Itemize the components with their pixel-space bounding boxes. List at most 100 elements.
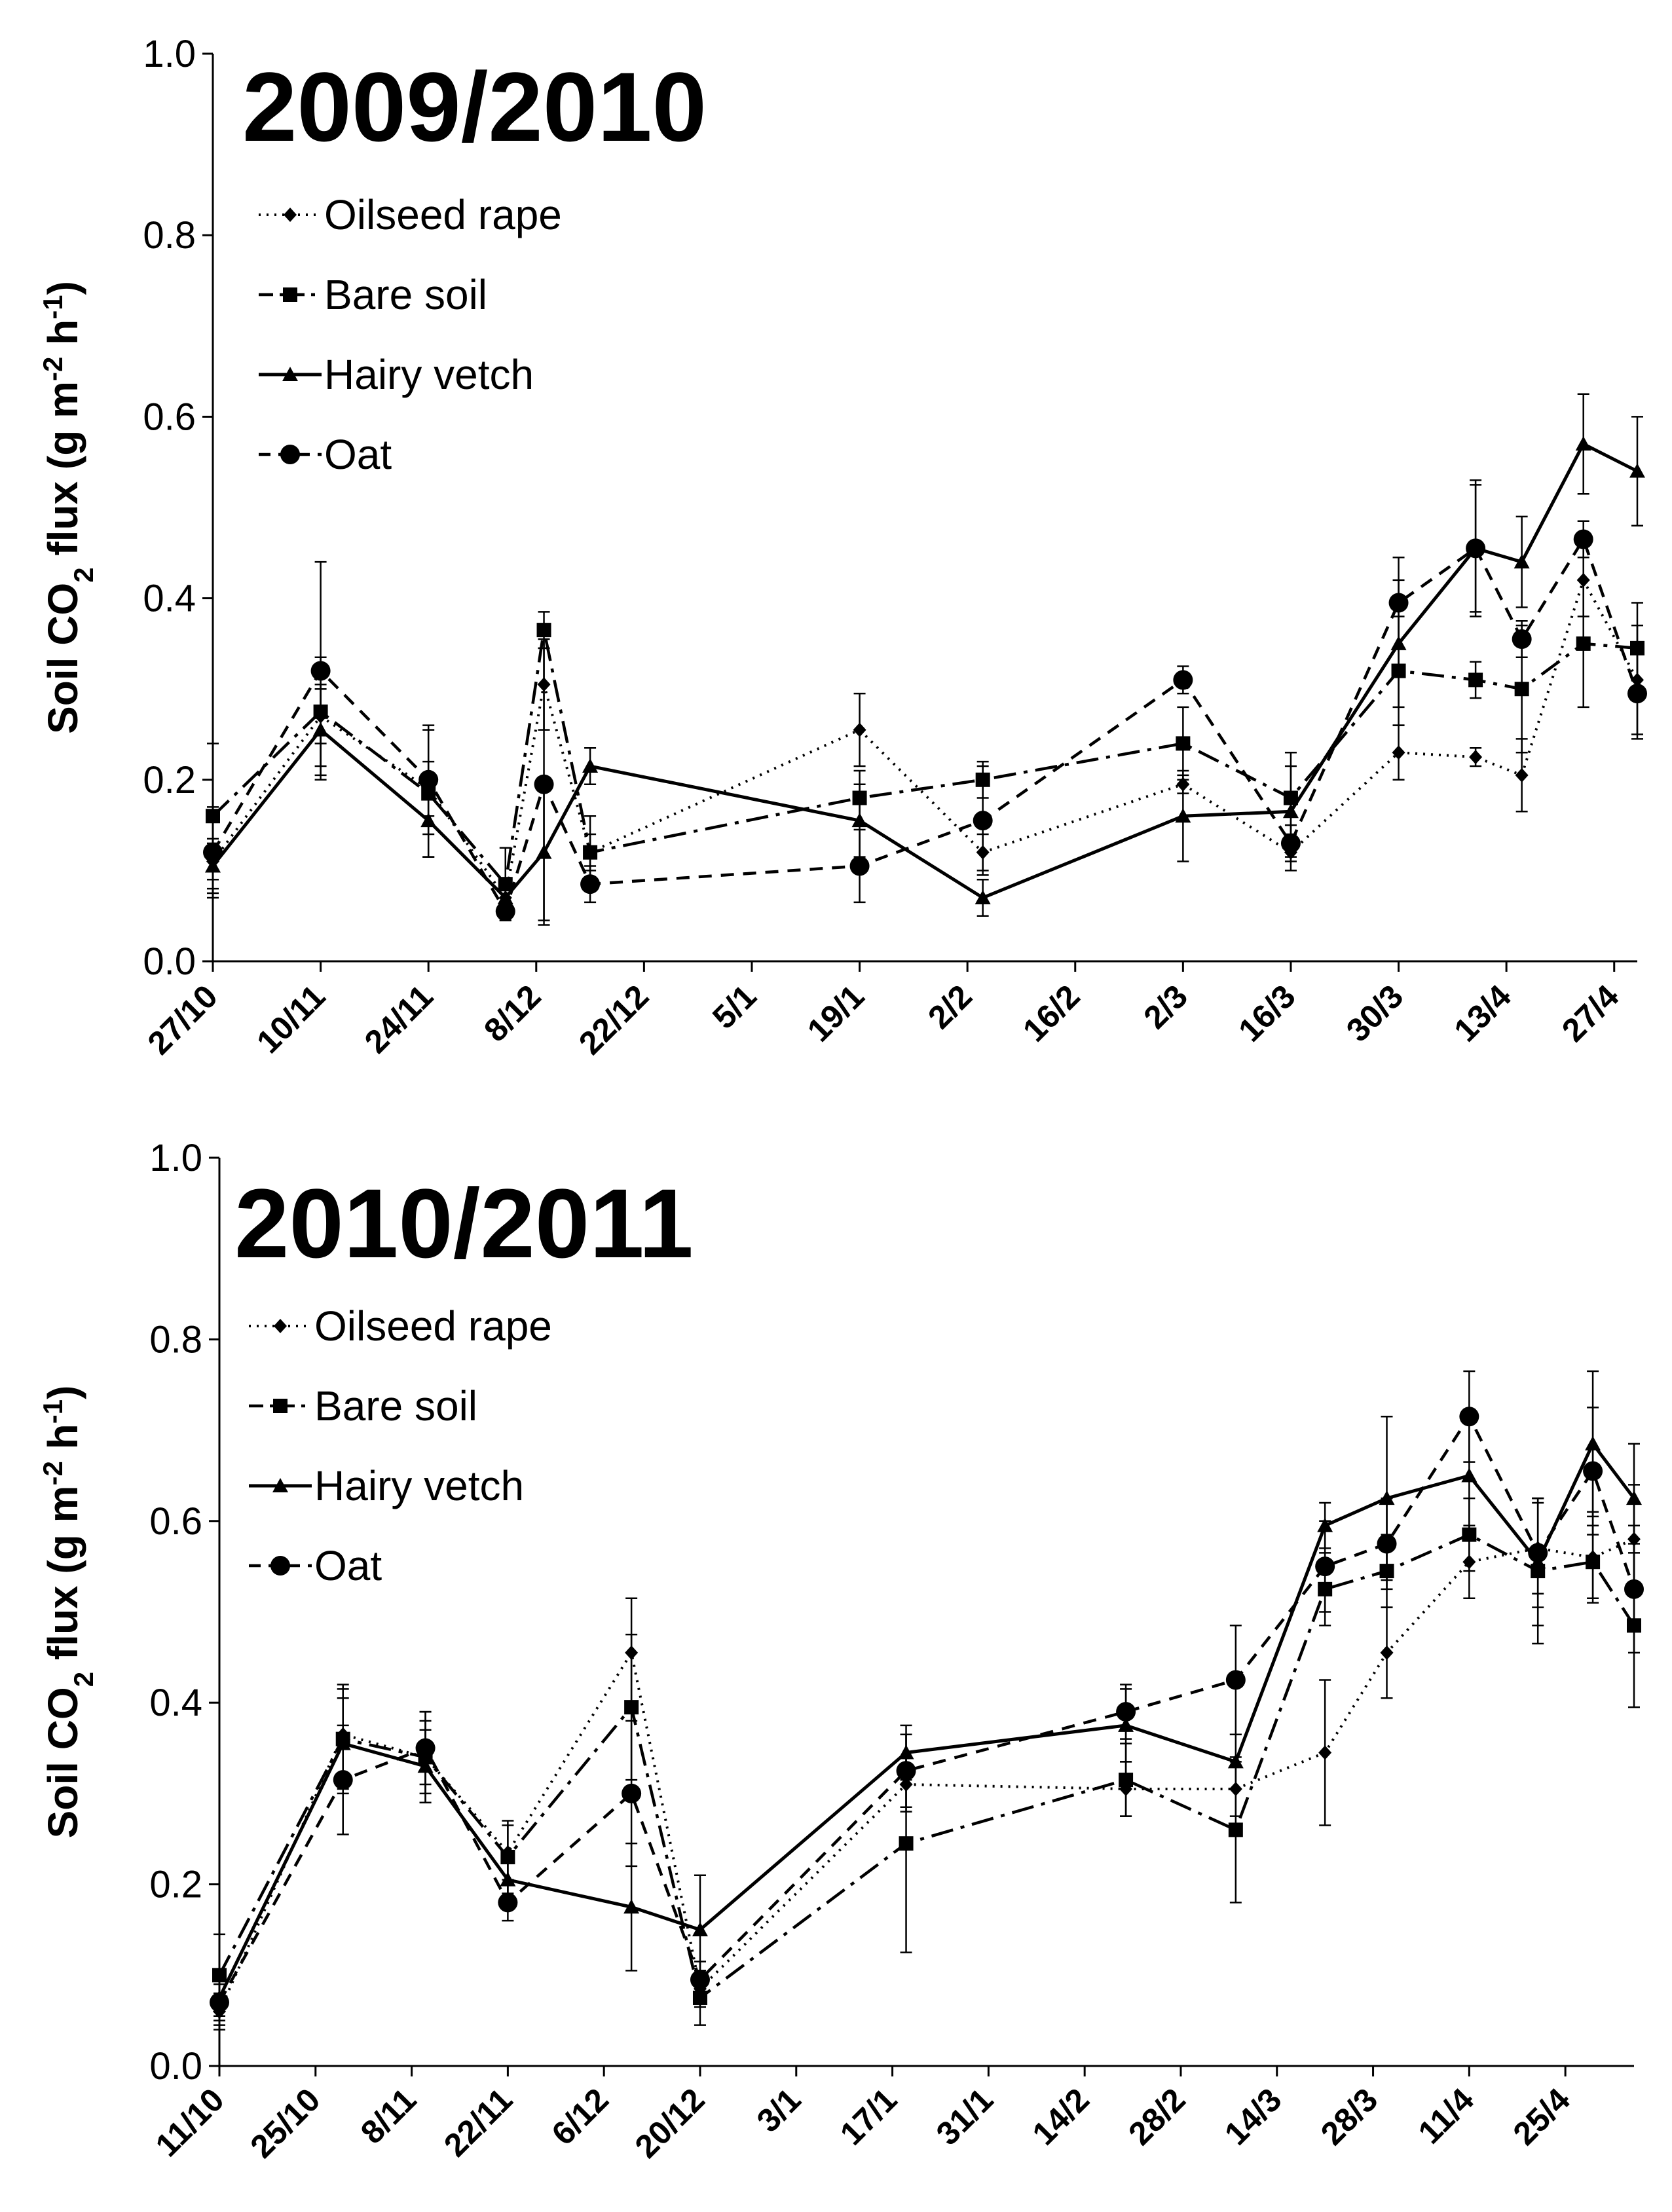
data-point — [1119, 1773, 1134, 1788]
legend-item-oilseed-rape: Oilseed rape — [259, 191, 562, 238]
data-point — [1624, 1579, 1644, 1599]
data-point — [1173, 670, 1193, 690]
data-point — [583, 845, 598, 860]
data-point — [1514, 682, 1529, 697]
legend-label: Oat — [324, 431, 392, 478]
data-point — [849, 856, 870, 876]
data-point — [624, 1700, 639, 1715]
x-tick-label: 6/12 — [545, 2081, 616, 2152]
legend-label: Hairy vetch — [324, 351, 534, 398]
panel-title: 2010/2011 — [234, 1168, 694, 1278]
y-tick-label: 0.4 — [143, 578, 196, 620]
data-point — [896, 1761, 916, 1781]
data-point — [1627, 684, 1647, 704]
data-point — [1175, 808, 1191, 823]
y-tick-label: 0.0 — [149, 2045, 202, 2088]
x-tick-label: 8/12 — [477, 978, 548, 1048]
data-point — [1466, 538, 1486, 559]
legend-marker — [283, 287, 297, 302]
y-tick-label: 0.6 — [143, 396, 196, 438]
data-point — [536, 623, 551, 638]
data-point — [973, 811, 993, 831]
data-point — [1629, 463, 1645, 478]
x-tick-label: 22/12 — [572, 978, 656, 1061]
data-point — [1576, 636, 1591, 651]
data-point — [534, 774, 554, 794]
x-tick-label: 27/10 — [141, 978, 225, 1061]
series-line — [212, 629, 1638, 888]
data-point — [853, 722, 866, 737]
data-point — [1512, 629, 1532, 649]
data-point — [975, 889, 991, 904]
legend-item-oat: Oat — [259, 431, 392, 478]
chart-panel-2: 0.0 0.2 0.4 0.6 0.8 1.0 11/10 25/10 8/11 22/11 6/1… — [37, 1137, 1644, 2165]
y-tick-label: 0.2 — [149, 1864, 202, 1906]
y-axis-label: Soil CO2 flux (g m-2 h-1) — [37, 281, 99, 734]
series-hairy-vetch — [205, 393, 1645, 926]
legend-label: Oilseed rape — [314, 1302, 552, 1350]
data-point — [1282, 803, 1299, 819]
series-line — [212, 576, 1639, 902]
data-point — [333, 1770, 353, 1790]
y-tick-label: 1.0 — [143, 33, 196, 75]
panel-title: 2009/2010 — [242, 52, 707, 162]
x-tick-label: 30/3 — [1339, 978, 1410, 1048]
legend-item-hairy-vetch: Hairy vetch — [259, 351, 534, 398]
data-point — [1515, 767, 1529, 783]
y-tick-label: 0.6 — [149, 1500, 202, 1543]
legend-item-oat: Oat — [249, 1542, 382, 1589]
x-tick-label: 16/3 — [1231, 978, 1302, 1048]
data-point — [1461, 1467, 1477, 1483]
data-point — [1575, 435, 1591, 451]
legend-label: Bare soil — [324, 271, 487, 318]
x-tick-label: 19/1 — [800, 978, 871, 1048]
y-tick-label: 1.0 — [149, 1137, 202, 1179]
data-point — [495, 901, 515, 921]
data-point — [1388, 593, 1409, 613]
data-point — [498, 1892, 518, 1913]
x-tick-label: 8/11 — [354, 2081, 423, 2150]
data-point — [1280, 833, 1301, 853]
data-point — [1626, 1490, 1642, 1505]
legend-marker — [273, 1399, 288, 1413]
series-line — [212, 441, 1639, 900]
data-point — [1468, 673, 1483, 688]
x-tick-label: 14/3 — [1217, 2081, 1288, 2152]
legend-item-bare-soil: Bare soil — [259, 271, 487, 318]
data-point — [622, 1783, 642, 1803]
data-point — [1392, 745, 1405, 760]
series-line — [217, 1441, 1635, 1999]
data-point — [692, 1921, 708, 1936]
data-point — [623, 1899, 640, 1914]
y-axis-label: Soil CO2 flux (g m-2 h-1) — [37, 1386, 99, 1839]
data-point — [1528, 1543, 1548, 1563]
data-point — [415, 1738, 436, 1758]
legend-marker — [272, 1478, 288, 1492]
x-tick-label: 2/2 — [921, 978, 979, 1036]
data-point — [1459, 1407, 1479, 1427]
data-point — [1315, 1557, 1335, 1577]
x-tick-label: 10/11 — [250, 978, 332, 1060]
x-tick-label: 5/1 — [705, 978, 764, 1036]
x-tick-label: 11/10 — [149, 2081, 231, 2164]
data-point — [418, 769, 439, 790]
x-tick-label: 20/12 — [628, 2081, 712, 2165]
legend-label: Bare soil — [314, 1382, 477, 1429]
series-oat — [203, 479, 1647, 921]
legend-marker — [280, 445, 300, 464]
x-tick-label: 11/4 — [1411, 2081, 1481, 2151]
data-point — [310, 661, 331, 681]
y-tick-label: 0.4 — [149, 1682, 202, 1724]
legend-marker — [270, 1556, 290, 1576]
x-tick-label: 31/1 — [929, 2081, 1000, 2152]
series-line — [218, 1413, 1636, 2004]
x-tick-label: 27/4 — [1555, 978, 1626, 1049]
data-point — [582, 758, 599, 773]
data-point — [851, 813, 868, 828]
legend-marker — [282, 367, 298, 381]
legend-item-oilseed-rape: Oilseed rape — [249, 1302, 552, 1350]
data-point — [1380, 1645, 1394, 1660]
x-tick-label: 24/11 — [358, 978, 440, 1060]
series-line — [218, 1533, 1635, 2000]
